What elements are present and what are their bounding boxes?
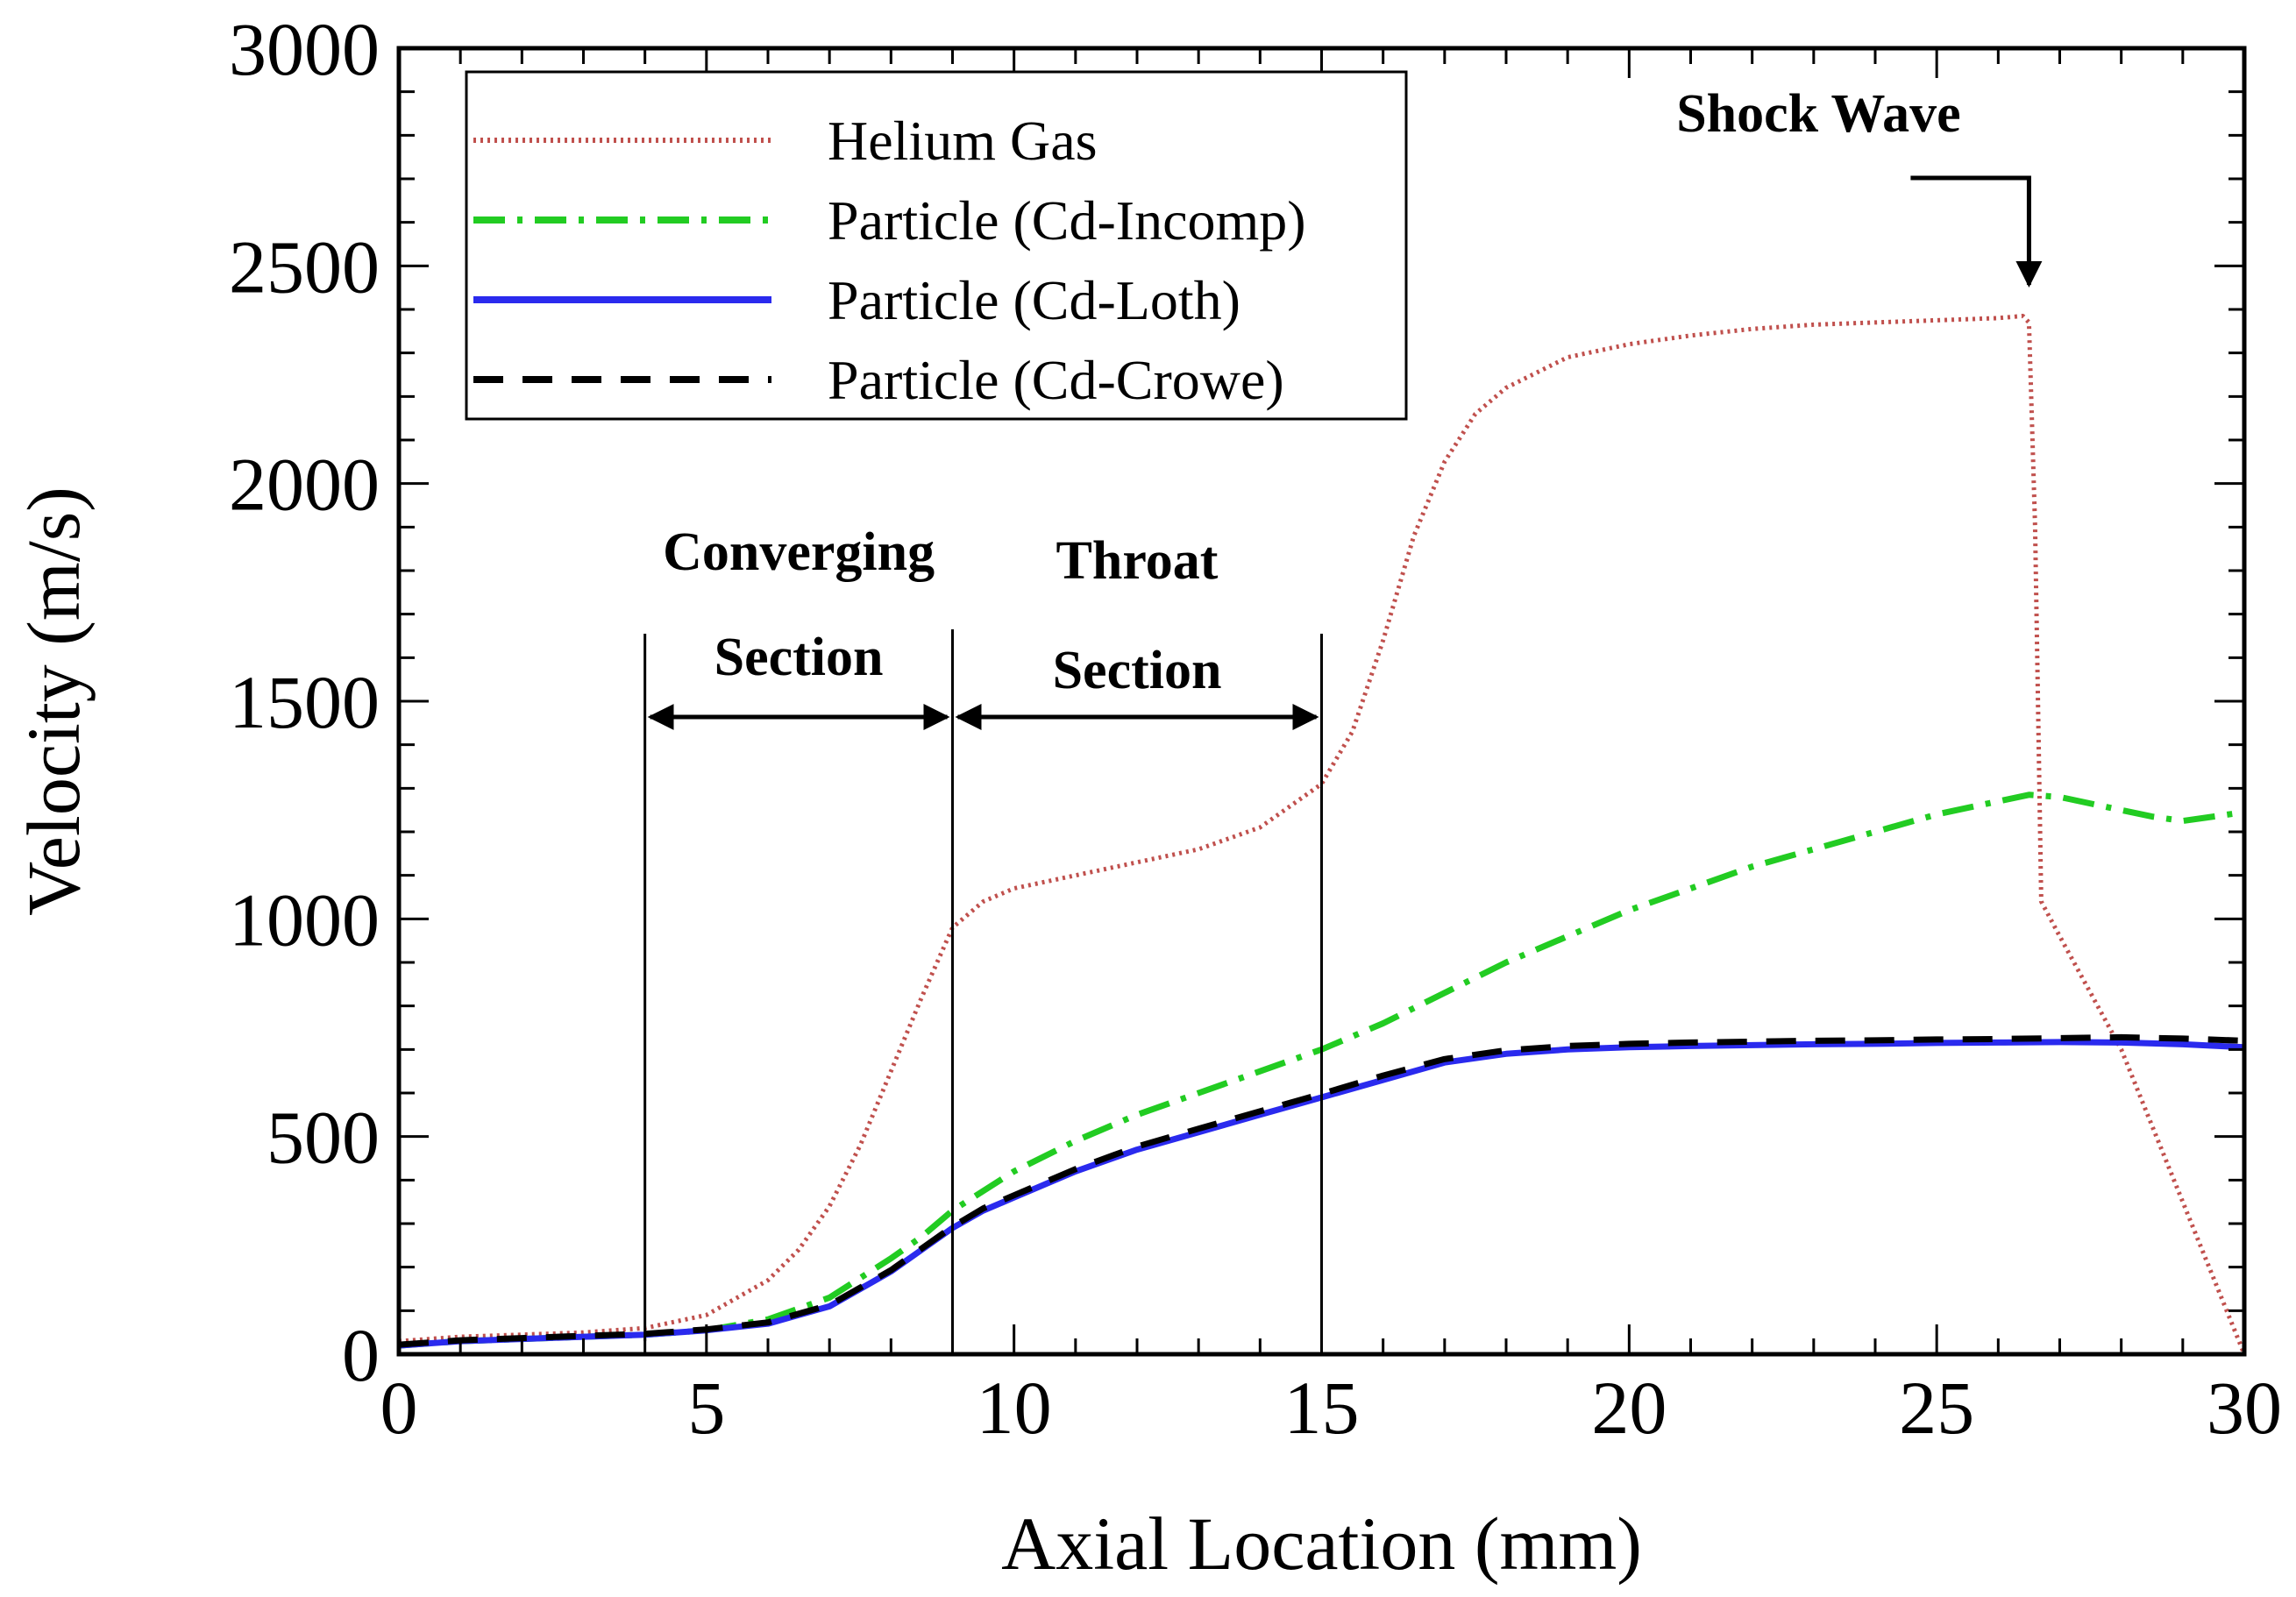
legend-box bbox=[465, 70, 1408, 421]
x-tick-label: 25 bbox=[1899, 1366, 1974, 1450]
y-tick-label: 2500 bbox=[229, 224, 380, 309]
x-tick-label: 20 bbox=[1591, 1366, 1667, 1450]
annotation-layer: Converging Section Throat Section Shock … bbox=[643, 84, 2043, 1354]
x-tick-label: 10 bbox=[977, 1366, 1052, 1450]
legend-label-1: Helium Gas bbox=[828, 110, 1098, 172]
throat-label: Throat bbox=[1056, 531, 1219, 591]
throat-section-label: Section bbox=[1053, 641, 1222, 700]
series-layer bbox=[398, 314, 2247, 1355]
shock-wave-arrow bbox=[1910, 175, 2043, 287]
x-tick-labels: 0 5 10 15 20 25 30 bbox=[380, 1366, 2283, 1450]
series-line-1 bbox=[398, 314, 2247, 1355]
y-tick-label: 2000 bbox=[229, 443, 380, 527]
legend: Helium Gas Particle (Cd-Incomp) Particle (… bbox=[465, 70, 1408, 421]
legend-label-4: Particle (Cd-Crowe) bbox=[828, 349, 1284, 411]
y-axis-title: Velocity (m/s) bbox=[11, 486, 96, 916]
x-tick-label: 30 bbox=[2207, 1366, 2282, 1450]
y-tick-label: 500 bbox=[267, 1096, 380, 1180]
series-line-4 bbox=[398, 1033, 2245, 1348]
y-tick-label: 3000 bbox=[229, 7, 380, 91]
y-tick-label: 1000 bbox=[229, 877, 380, 962]
shock-wave-label: Shock Wave bbox=[1676, 84, 1960, 144]
series-line-2 bbox=[398, 791, 2245, 1349]
x-tick-label: 5 bbox=[687, 1366, 725, 1450]
converging-section-label: Section bbox=[714, 628, 884, 687]
y-tick-label: 0 bbox=[342, 1313, 380, 1397]
series-line-3 bbox=[398, 1039, 2245, 1349]
x-tick-label: 15 bbox=[1284, 1366, 1360, 1450]
converging-label: Converging bbox=[663, 522, 935, 582]
y-tick-labels: 0 500 1000 1500 2000 2500 3000 bbox=[229, 7, 380, 1397]
x-tick-label: 0 bbox=[380, 1366, 418, 1450]
x-axis-title: Axial Location (mm) bbox=[1001, 1501, 1642, 1586]
legend-label-2: Particle (Cd-Incomp) bbox=[828, 189, 1306, 252]
y-tick-label: 1500 bbox=[229, 660, 380, 744]
legend-label-3: Particle (Cd-Loth) bbox=[828, 269, 1240, 331]
tick-marks bbox=[397, 46, 2246, 1356]
